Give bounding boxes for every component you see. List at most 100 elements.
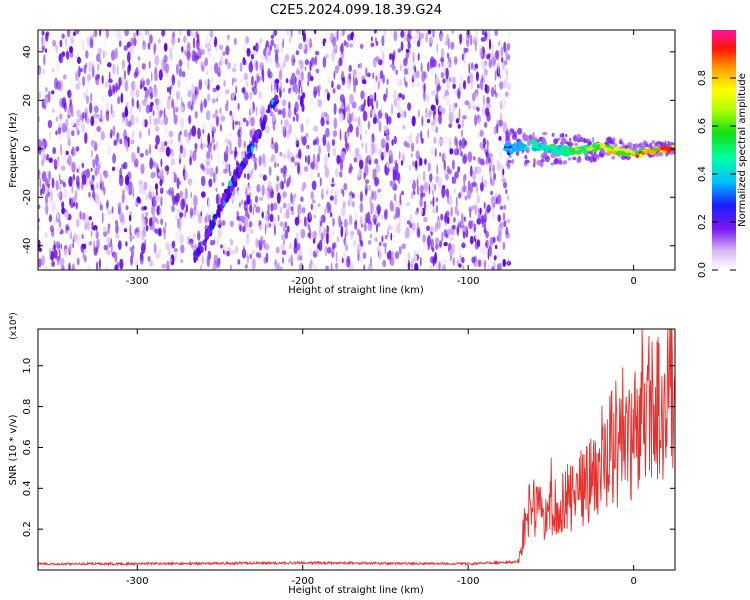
noise-blob [403,68,408,75]
noise-blob [419,256,422,267]
noise-blob [261,184,265,196]
noise-blob [164,221,167,228]
noise-blob [164,125,168,135]
noise-blob [176,63,179,76]
noise-blob [142,118,146,130]
noise-blob [286,128,290,139]
noise-blob [348,195,353,207]
noise-blob [466,188,472,200]
noise-blob [189,156,193,166]
noise-blob [243,117,247,123]
noise-blob [378,250,382,261]
noise-blob [220,248,223,260]
noise-blob [409,222,413,229]
noise-blob [295,50,300,56]
noise-blob [457,218,460,223]
noise-blob [317,172,320,178]
noise-blob [63,188,68,199]
noise-blob [502,212,506,221]
noise-blob [435,126,439,134]
noise-blob [310,97,315,106]
noise-blob [146,78,150,86]
noise-blob [116,85,121,91]
noise-blob [194,51,198,64]
noise-blob [401,190,404,196]
noise-blob [295,137,299,145]
noise-blob [207,50,213,58]
signal-core-blob [586,147,593,151]
noise-blob [412,222,416,231]
noise-blob [298,86,301,95]
noise-blob [40,188,43,196]
noise-blob [60,165,66,171]
noise-blob [279,180,285,190]
noise-blob [403,57,408,67]
noise-blob [229,220,234,227]
noise-blob [105,199,110,209]
noise-blob [71,130,75,137]
noise-blob [224,138,228,143]
noise-blob [358,128,361,133]
noise-blob [268,54,273,64]
noise-blob [365,142,368,155]
trace-blob [233,176,238,182]
noise-blob [368,94,374,107]
noise-blob [307,80,309,87]
noise-blob [209,239,215,246]
noise-blob [437,216,440,221]
noise-blob [285,114,289,119]
noise-blob [234,120,239,126]
noise-blob [83,254,87,263]
noise-blob [178,59,183,68]
noise-blob [53,249,58,259]
noise-blob [496,123,499,134]
signal-halo-blob [590,150,594,156]
noise-blob [443,40,449,46]
noise-blob [94,30,98,37]
noise-blob [249,91,253,100]
noise-blob [149,92,154,100]
noise-blob [410,227,416,234]
noise-blob [460,75,463,82]
noise-blob [420,62,423,73]
noise-blob [458,192,462,199]
noise-blob [156,228,161,235]
signal-halo-blob [569,137,572,142]
noise-blob [343,218,348,229]
noise-blob [501,132,504,145]
noise-blob [211,98,216,104]
noise-blob [394,200,399,206]
noise-blob [479,177,482,184]
noise-blob [249,204,253,214]
noise-blob [310,57,315,67]
noise-blob [461,256,465,264]
noise-blob [322,134,327,147]
noise-blob [206,44,210,50]
noise-blob [361,142,364,148]
noise-blob [129,246,133,252]
noise-blob [168,130,174,138]
noise-blob [55,116,59,122]
noise-blob [418,207,424,215]
noise-blob [280,243,285,251]
noise-blob [243,72,248,81]
noise-blob [383,125,389,135]
noise-blob [191,125,197,137]
noise-blob [488,38,492,50]
noise-blob [314,55,318,66]
noise-blob [192,150,197,162]
noise-blob [193,206,197,211]
noise-blob [483,68,488,77]
noise-blob [458,140,462,146]
noise-blob [58,249,61,259]
noise-blob [208,198,210,208]
noise-blob [215,109,218,115]
signal-halo-blob [505,134,510,141]
noise-blob [477,114,480,120]
noise-blob [275,61,281,68]
noise-blob [227,34,230,41]
noise-blob [411,142,415,152]
noise-blob [499,112,503,123]
noise-blob [377,262,380,270]
noise-blob [348,214,353,226]
